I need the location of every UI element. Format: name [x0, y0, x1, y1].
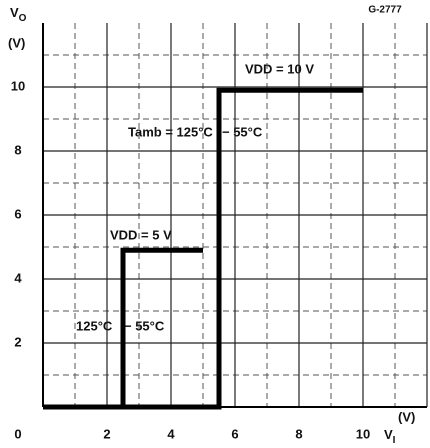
- series-line: [43, 247, 203, 410]
- y-unit: (V): [8, 35, 25, 50]
- x-label-symbol: V: [384, 427, 393, 442]
- x-tick-label: 10: [356, 426, 370, 441]
- x-label: VI: [384, 427, 396, 445]
- x-unit: (V): [398, 409, 415, 424]
- x-tick-label: 8: [295, 426, 302, 441]
- annotation: − 55°C: [124, 318, 165, 333]
- x-tick-label: 4: [167, 426, 175, 441]
- y-label-subscript: O: [19, 13, 27, 24]
- figure-id: G-2777: [368, 5, 402, 16]
- y-tick-label: 2: [14, 334, 21, 349]
- x-tick-label: 6: [231, 426, 238, 441]
- x-tick-label: 0: [14, 426, 21, 441]
- series-line: [43, 87, 363, 410]
- series-label: VDD = 5 V: [110, 227, 172, 242]
- y-tick-label: 6: [14, 206, 21, 221]
- y-tick-label: 4: [14, 270, 22, 285]
- annotation: − 55°C: [222, 124, 263, 139]
- y-tick-label: 10: [11, 78, 25, 93]
- y-label: VO: [10, 5, 27, 23]
- series-label: VDD = 10 V: [245, 61, 314, 76]
- annotation: 125°C: [76, 318, 113, 333]
- x-tick-label: 2: [103, 426, 110, 441]
- y-tick-label: 8: [14, 142, 21, 157]
- x-label-subscript: I: [393, 435, 396, 446]
- y-label-symbol: V: [10, 5, 19, 20]
